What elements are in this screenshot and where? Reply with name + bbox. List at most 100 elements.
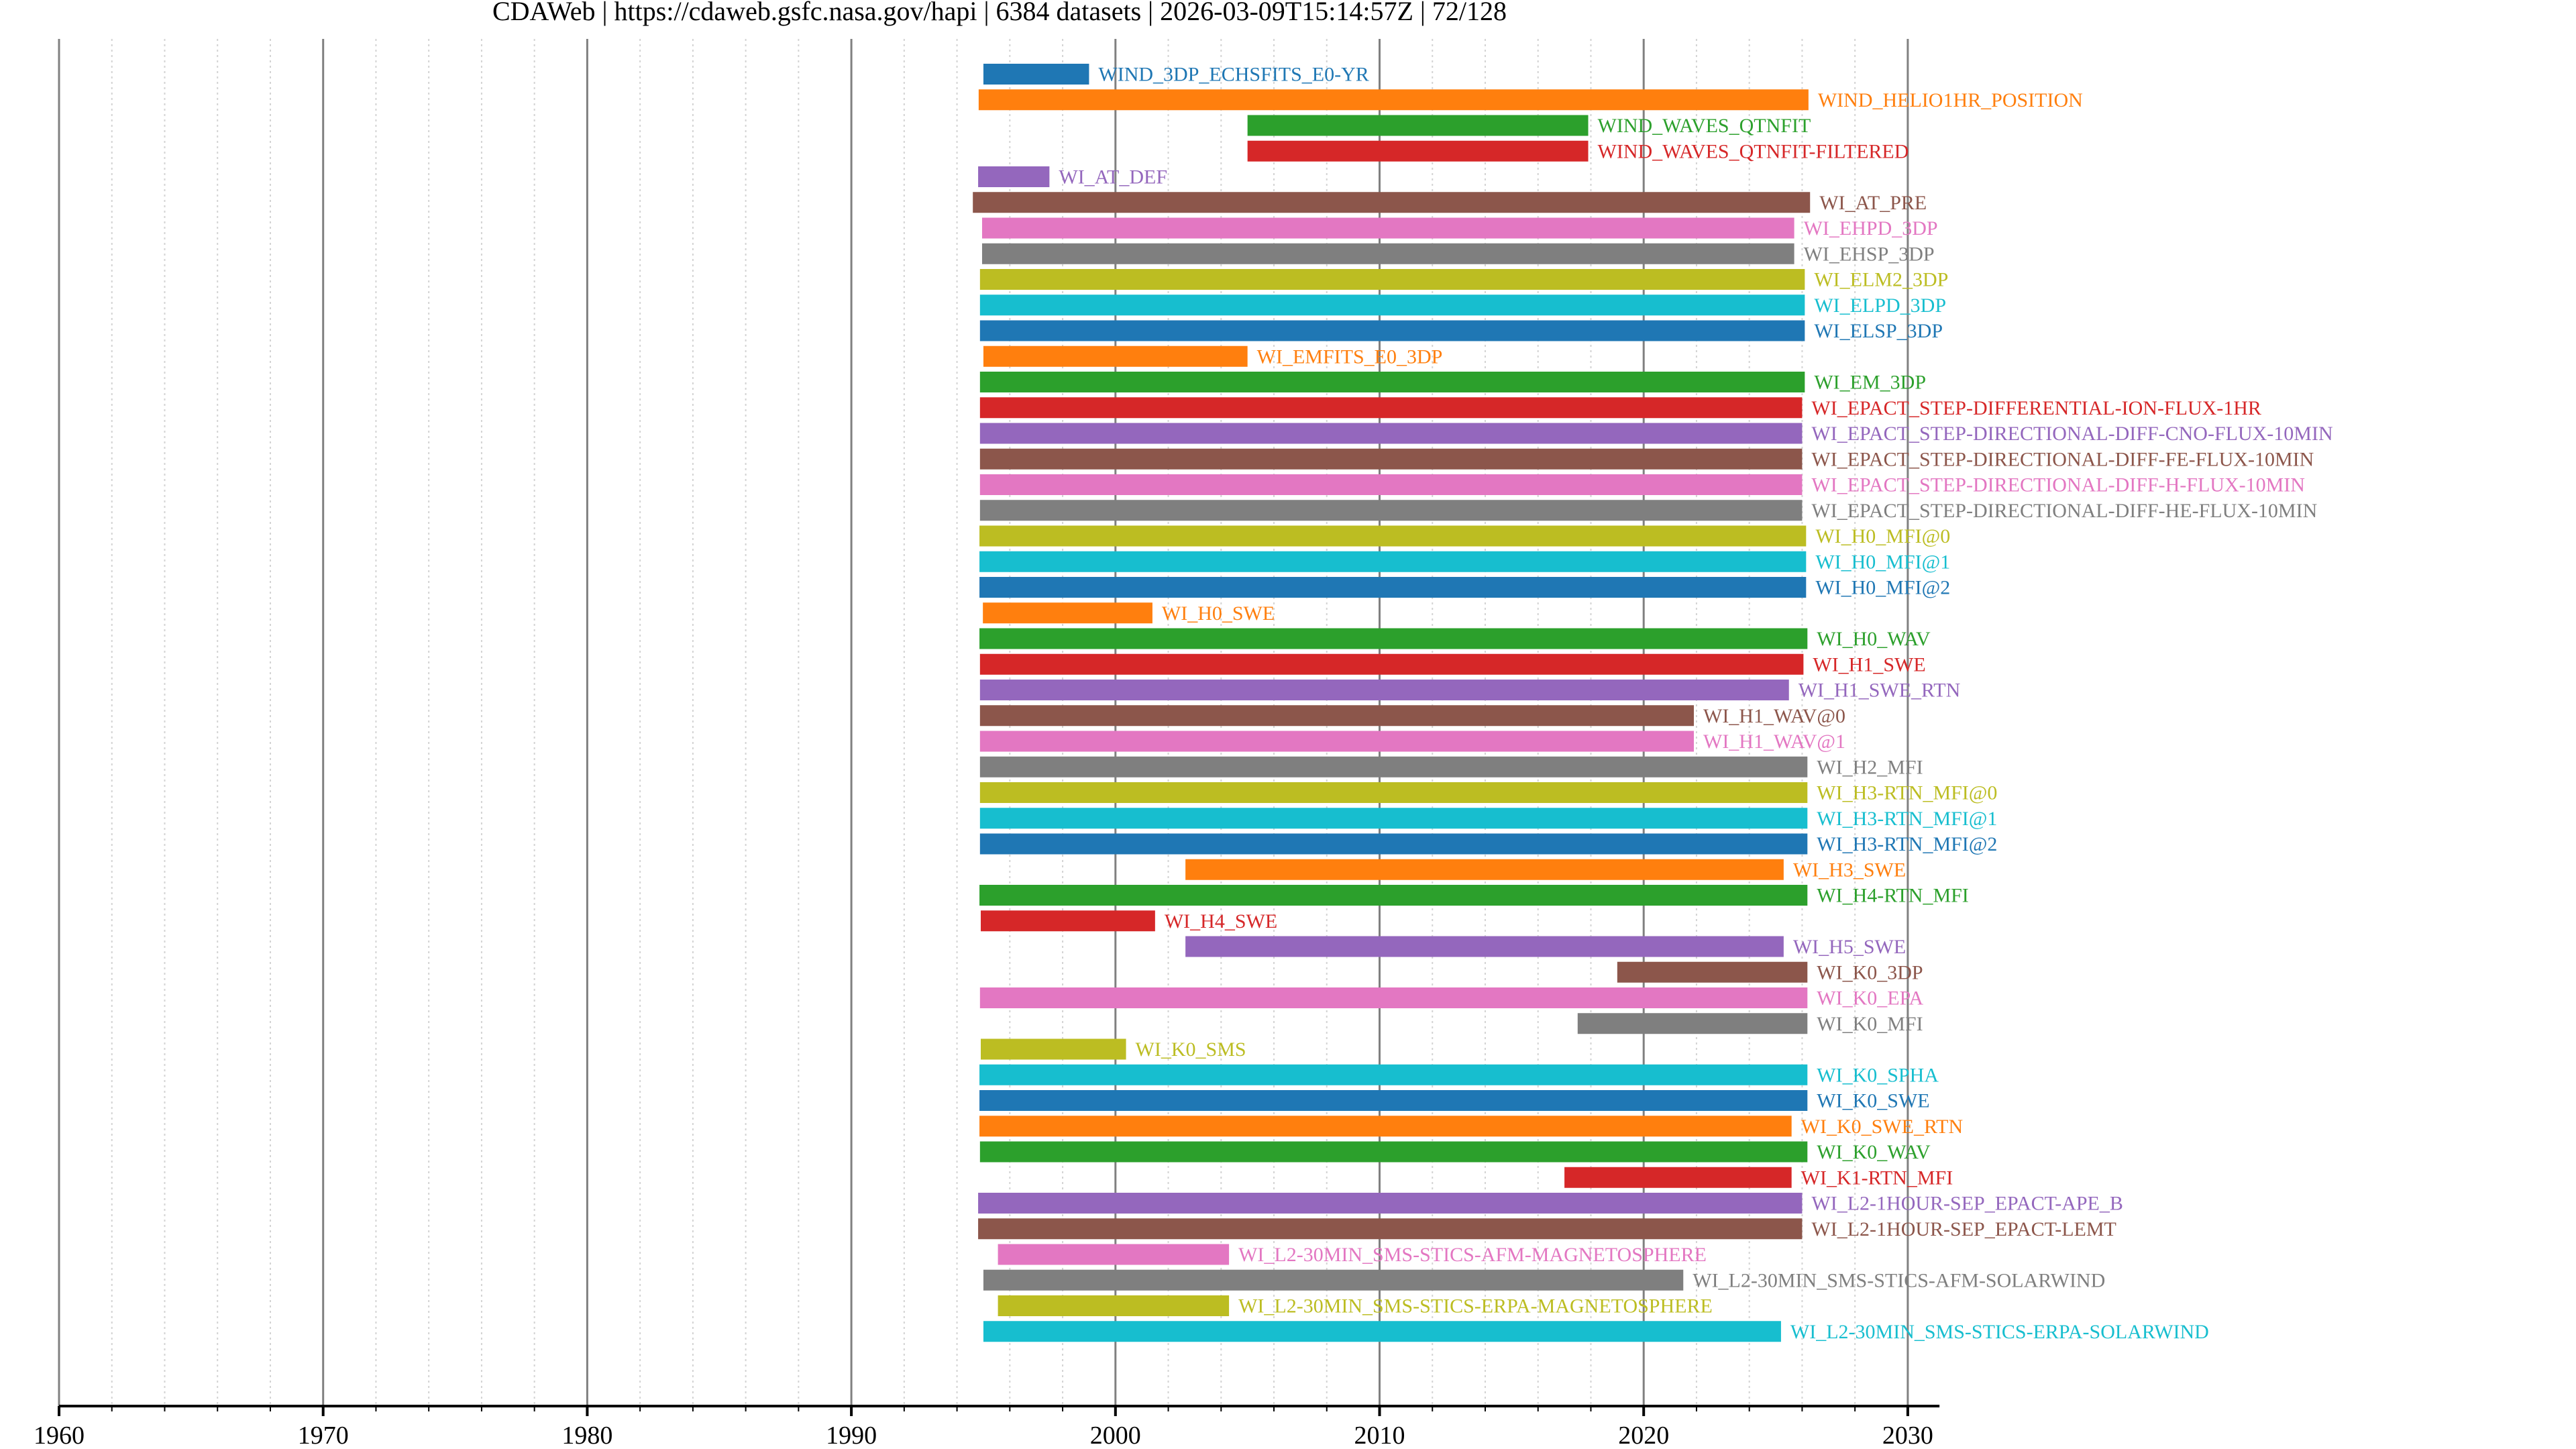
dataset-label: WI_H1_WAV@0 [1703,705,1845,727]
dataset-label: WI_L2-1HOUR-SEP_EPACT-LEMT [1811,1218,2116,1240]
dataset-label: WI_H0_SWE [1162,602,1275,625]
dataset-label: WI_K0_3DP [1817,961,1923,983]
dataset-label: WIND_HELIO1HR_POSITION [1818,89,2083,111]
dataset-label: WI_EPACT_STEP-DIRECTIONAL-DIFF-H-FLUX-10… [1811,474,2305,496]
chart-title: CDAWeb | https://cdaweb.gsfc.nasa.gov/ha… [492,0,1507,26]
dataset-bar [979,551,1807,572]
x-tick-label: 2010 [1354,1421,1405,1449]
dataset-label: WI_H3-RTN_MFI@1 [1817,808,1997,830]
dataset-bar [983,602,1152,624]
dataset-bar [979,833,1808,855]
dataset-bar [983,345,1248,367]
dataset-bar [978,166,1050,187]
dataset-bar [979,577,1807,598]
dataset-label: WI_H3-RTN_MFI@2 [1817,833,1997,855]
dataset-bar [978,1218,1803,1240]
dataset-bar [979,705,1695,727]
x-axis: 1960 1970 1980 1990 2000 2010 2020 2030 [34,1405,1940,1449]
dataset-label: WI_K0_SWE [1817,1090,1929,1112]
dataset-bar [981,1038,1126,1060]
x-tick-label: 1960 [34,1421,85,1449]
dataset-bar [979,269,1805,290]
dataset-label: WI_L2-30MIN_SMS-STICS-ERPA-MAGNETOSPHERE [1238,1295,1713,1318]
dataset-label: WIND_WAVES_QTNFIT-FILTERED [1598,140,1909,162]
dataset-label: WI_K0_MFI [1817,1013,1923,1035]
dataset-bar [981,217,1794,239]
dataset-bar [1185,936,1784,957]
dataset-bar [979,680,1789,700]
dataset-bar [1185,859,1784,880]
dataset-bar [979,808,1808,829]
dataset-label: WI_L2-30MIN_SMS-STICS-ERPA-SOLARWIND [1790,1321,2209,1343]
dataset-label: WI_EPACT_STEP-DIRECTIONAL-DIFF-CNO-FLUX-… [1811,423,2332,445]
dataset-bar [979,756,1808,777]
dataset-bar [981,243,1794,264]
dataset-label: WI_L2-30MIN_SMS-STICS-AFM-SOLARWIND [1693,1269,2105,1291]
dataset-label: WI_H2_MFI [1817,756,1923,778]
dataset-bar [973,192,1811,213]
dataset-label: WI_H3-RTN_MFI@0 [1817,782,1997,804]
x-tick-label: 2000 [1090,1421,1141,1449]
dataset-bar [979,423,1803,444]
dataset-bars [973,64,1811,1342]
dataset-label: WI_K0_SPHA [1817,1064,1939,1086]
dataset-label: WI_ELPD_3DP [1814,294,1946,317]
dataset-label: WI_H4-RTN_MFI [1817,885,1969,907]
dataset-label: WI_H4_SWE [1165,910,1277,932]
dataset-label: WI_EHPD_3DP [1804,217,1938,239]
x-tick-label: 2030 [1882,1421,1933,1449]
dataset-label: WI_K0_EPA [1817,987,1923,1010]
dataset-bar [983,1269,1684,1291]
dataset-label: WI_AT_DEF [1059,166,1167,189]
dataset-label: WI_K0_SWE_RTN [1801,1116,1964,1138]
dataset-label: WI_H0_WAV [1817,628,1931,650]
dataset-bar [979,525,1807,547]
dataset-label: WIND_3DP_ECHSFITS_E0-YR [1098,64,1368,86]
dataset-label: WI_EHSP_3DP [1804,243,1935,265]
x-tick-label: 1980 [561,1421,612,1449]
dataset-label: WI_L2-1HOUR-SEP_EPACT-APE_B [1811,1193,2123,1215]
dataset-bar [1247,140,1589,162]
dataset-labels: WIND_3DP_ECHSFITS_E0-YR WIND_HELIO1HR_POS… [1059,64,2332,1343]
dataset-bar [979,397,1803,419]
dataset-bar [979,500,1803,521]
dataset-bar [979,1090,1808,1111]
dataset-label: WI_EM_3DP [1814,372,1926,394]
dataset-bar [1617,961,1808,983]
dataset-label: WI_K0_WAV [1817,1141,1931,1163]
dataset-label: WI_ELSP_3DP [1814,320,1943,342]
dataset-label: WI_EMFITS_E0_3DP [1257,345,1443,368]
dataset-label: WI_L2-30MIN_SMS-STICS-AFM-MAGNETOSPHERE [1238,1244,1707,1266]
x-tick-label: 1990 [826,1421,877,1449]
dataset-label: WI_K0_SMS [1136,1038,1246,1061]
dataset-label: WI_K1-RTN_MFI [1801,1167,1953,1189]
dataset-label: WI_H5_SWE [1793,936,1906,958]
dataset-bar [1247,115,1589,136]
dataset-bar [979,653,1804,675]
dataset-bar [979,372,1805,392]
x-tick-label: 2020 [1618,1421,1669,1449]
dataset-bar [979,1116,1792,1137]
dataset-bar [998,1295,1230,1316]
dataset-bar [979,628,1808,649]
dataset-label: WI_EPACT_STEP-DIRECTIONAL-DIFF-HE-FLUX-1… [1811,500,2317,522]
dataset-label: WI_EPACT_STEP-DIFFERENTIAL-ION-FLUX-1HR [1811,397,2261,419]
dataset-bar [979,782,1808,803]
dataset-label: WI_H0_MFI@2 [1815,577,1950,599]
dataset-label: WI_EPACT_STEP-DIRECTIONAL-DIFF-FE-FLUX-1… [1811,448,2314,470]
dataset-bar [998,1244,1230,1265]
dataset-bar [1577,1013,1808,1034]
dataset-bar [979,1064,1808,1085]
dataset-bar [983,1321,1781,1342]
dataset-label: WI_H3_SWE [1793,859,1906,881]
dataset-bar [979,731,1695,752]
dataset-bar [979,320,1805,341]
dataset-label: WIND_WAVES_QTNFIT [1598,115,1811,137]
dataset-bar [983,64,1089,85]
dataset-bar [979,294,1805,316]
dataset-bar [979,448,1803,470]
dataset-bar [979,987,1808,1008]
x-tick-label: 1970 [298,1421,349,1449]
dataset-bar [979,1141,1808,1163]
dataset-bar [979,474,1803,495]
